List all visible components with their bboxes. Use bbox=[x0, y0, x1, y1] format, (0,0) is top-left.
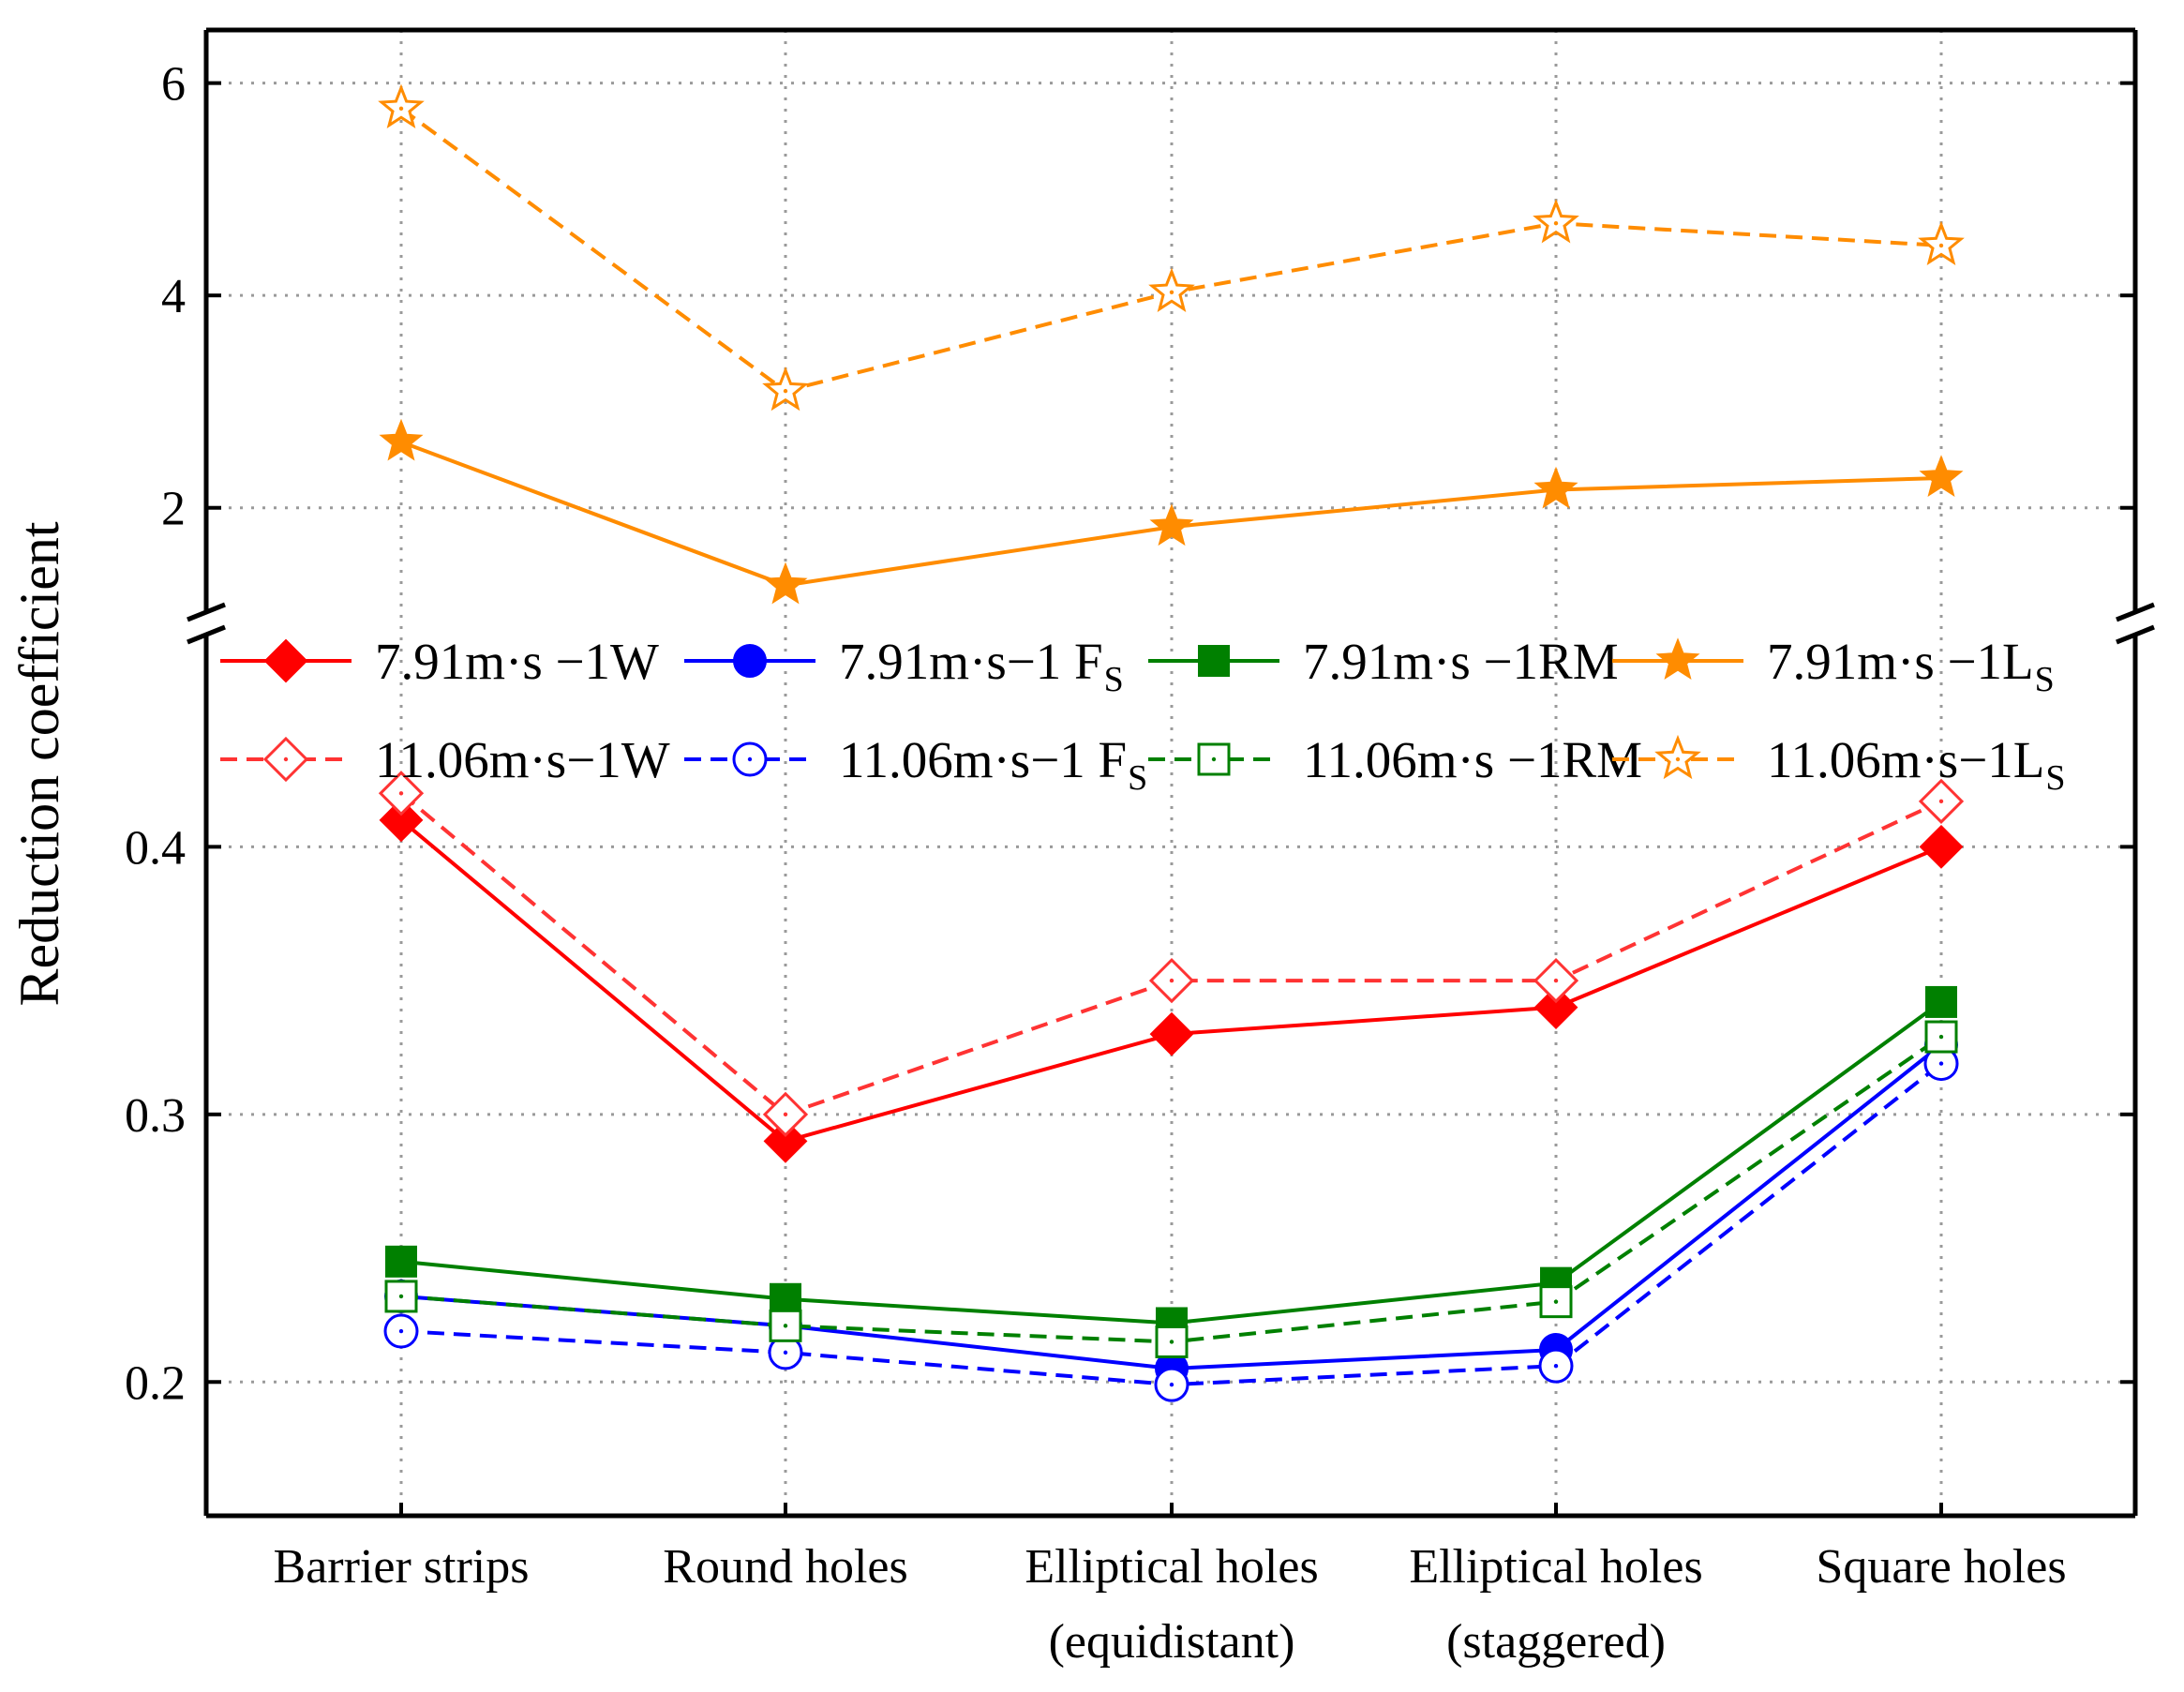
data-point bbox=[1539, 1285, 1573, 1319]
y-axis-label: Reduction coefficient bbox=[8, 521, 70, 1006]
legend-marker bbox=[263, 638, 308, 683]
y-tick-label: 4 bbox=[161, 270, 186, 323]
data-point bbox=[1148, 267, 1195, 312]
data-point bbox=[1533, 466, 1578, 509]
data-point bbox=[1148, 957, 1195, 1004]
legend-label-subscript: S bbox=[1128, 758, 1147, 798]
data-point bbox=[1919, 455, 1964, 498]
legend-marker bbox=[1197, 742, 1231, 776]
legend-label: 7.91m·s−1 F bbox=[839, 633, 1103, 690]
x-tick-label: Elliptical holes bbox=[1025, 1540, 1318, 1594]
legend-label: 7.91m·s −1L bbox=[1767, 633, 2034, 690]
data-point bbox=[1533, 199, 1579, 244]
data-point bbox=[769, 1309, 802, 1342]
axis-break-mark bbox=[187, 624, 226, 645]
legend-label-subscript: S bbox=[2035, 660, 2055, 699]
y-tick-label: 0.3 bbox=[125, 1089, 186, 1143]
series-5 bbox=[383, 1046, 1959, 1402]
legend-marker bbox=[732, 741, 768, 777]
data-point bbox=[1155, 1325, 1189, 1358]
data-point bbox=[1533, 985, 1578, 1030]
legend-label: 7.91m·s −1W bbox=[375, 633, 659, 690]
legend-entry: 7.91m·s −1W bbox=[220, 633, 659, 690]
legend-label-subscript: S bbox=[2045, 758, 2065, 798]
legend-entry: 7.91m·s −1RM bbox=[1148, 633, 1619, 690]
data-point bbox=[383, 1313, 419, 1349]
legend-label: 11.06m·s−1W bbox=[375, 731, 670, 788]
legend-entry: 11.06m·s−1W bbox=[220, 731, 670, 788]
data-point bbox=[385, 1245, 417, 1278]
y-tick-label: 0.2 bbox=[125, 1356, 186, 1410]
data-point bbox=[762, 1091, 809, 1137]
y-tick-label: 2 bbox=[161, 483, 186, 536]
series-7 bbox=[378, 83, 1965, 412]
legend-label: 11.06m·s −1RM bbox=[1303, 731, 1642, 788]
data-point bbox=[1918, 778, 1965, 824]
axis-break-mark bbox=[187, 602, 226, 622]
data-point bbox=[379, 418, 424, 461]
series-lines bbox=[378, 83, 1965, 1402]
legend-marker bbox=[1655, 637, 1700, 681]
x-tick-label: (staggered) bbox=[1446, 1615, 1666, 1669]
legend-marker bbox=[1654, 734, 1701, 780]
data-point bbox=[762, 366, 809, 412]
y-tick-label: 0.4 bbox=[125, 821, 186, 875]
data-point bbox=[378, 83, 425, 128]
x-tick-label: Barrier strips bbox=[274, 1540, 530, 1594]
series-3 bbox=[379, 418, 1964, 605]
data-point bbox=[379, 798, 424, 843]
legend-marker bbox=[1198, 645, 1230, 677]
data-point bbox=[1533, 957, 1579, 1004]
series-0 bbox=[379, 798, 1964, 1163]
x-tick-label: Elliptical holes bbox=[1409, 1540, 1702, 1594]
legend-label-subscript: S bbox=[1104, 660, 1124, 699]
x-tick-label: (equidistant) bbox=[1049, 1615, 1295, 1669]
axis-break-mark bbox=[2116, 602, 2155, 622]
data-point bbox=[1919, 824, 1964, 869]
series-4 bbox=[378, 771, 1965, 1137]
legend-entry: 11.06m·s−1L S bbox=[1612, 731, 2065, 798]
data-point bbox=[1538, 1348, 1574, 1384]
x-tick-label: Round holes bbox=[663, 1540, 907, 1594]
legend-entry: 11.06m·s −1RM bbox=[1148, 731, 1642, 788]
axis-break-mark bbox=[2116, 624, 2155, 645]
data-point bbox=[1918, 220, 1965, 266]
legend: 7.91m·s −1W 7.91m·s−1 F S 7.91m·s −1RM 7.91m… bbox=[220, 633, 2065, 798]
data-point bbox=[1149, 1011, 1194, 1056]
data-point bbox=[763, 562, 808, 605]
x-tick-label: Square holes bbox=[1816, 1540, 2066, 1594]
data-point bbox=[763, 1118, 808, 1163]
data-point bbox=[1925, 985, 1957, 1018]
legend-label: 7.91m·s −1RM bbox=[1303, 633, 1619, 690]
data-point bbox=[384, 1280, 418, 1313]
data-point bbox=[1149, 503, 1194, 547]
data-point bbox=[1924, 1020, 1958, 1054]
legend-marker bbox=[733, 644, 767, 678]
series-6 bbox=[384, 1020, 1958, 1358]
legend-label: 11.06m·s−1L bbox=[1767, 731, 2044, 788]
legend-label: 11.06m·s−1 F bbox=[839, 731, 1127, 788]
legend-marker bbox=[262, 736, 309, 783]
y-tick-label: 6 bbox=[161, 58, 186, 112]
data-point bbox=[378, 771, 425, 816]
data-point bbox=[1154, 1367, 1189, 1402]
legend-entry: 7.91m·s −1L S bbox=[1612, 633, 2055, 699]
series-line bbox=[399, 107, 1942, 394]
axis-ticks: Barrier strips Round holes Elliptical hole… bbox=[125, 58, 2135, 1669]
